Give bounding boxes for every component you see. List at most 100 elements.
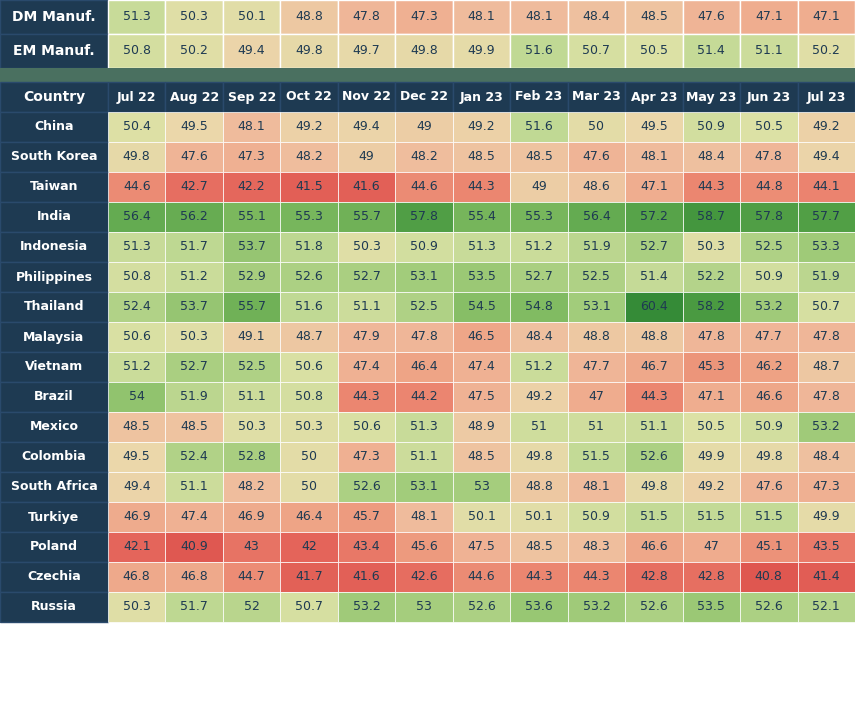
Text: 50.3: 50.3 — [180, 11, 208, 23]
Text: 49.2: 49.2 — [295, 120, 323, 134]
Text: 48.5: 48.5 — [468, 150, 495, 164]
Text: 48.1: 48.1 — [468, 11, 495, 23]
Text: 55.7: 55.7 — [352, 211, 380, 224]
Text: 57.8: 57.8 — [755, 211, 783, 224]
Bar — [510, 472, 568, 502]
Bar — [395, 442, 453, 472]
Bar — [740, 0, 798, 34]
Text: 47.1: 47.1 — [755, 11, 782, 23]
Text: 50.3: 50.3 — [352, 241, 380, 253]
Text: 53.2: 53.2 — [812, 421, 840, 434]
Text: 45.3: 45.3 — [698, 360, 725, 374]
Bar — [108, 352, 166, 382]
Bar — [568, 34, 625, 68]
Bar — [280, 142, 338, 172]
Bar — [223, 322, 280, 352]
Bar — [395, 562, 453, 592]
Bar — [798, 262, 855, 292]
Text: 52.7: 52.7 — [640, 241, 668, 253]
Text: 50.8: 50.8 — [123, 44, 150, 58]
Bar — [280, 172, 338, 202]
Bar — [166, 0, 223, 34]
Text: South Korea: South Korea — [11, 150, 97, 164]
Bar — [280, 352, 338, 382]
Bar — [510, 232, 568, 262]
Bar — [568, 322, 625, 352]
Bar — [740, 34, 798, 68]
Bar — [453, 532, 510, 562]
Bar — [740, 382, 798, 412]
Bar — [280, 412, 338, 442]
Bar — [280, 202, 338, 232]
Bar — [568, 562, 625, 592]
Bar — [453, 34, 510, 68]
Bar — [338, 322, 395, 352]
Text: Feb 23: Feb 23 — [516, 90, 563, 103]
Text: 54: 54 — [129, 390, 144, 404]
Text: 49.4: 49.4 — [353, 120, 380, 134]
Bar — [0, 562, 108, 592]
Bar — [740, 232, 798, 262]
Bar — [395, 322, 453, 352]
Bar — [510, 352, 568, 382]
Text: 53.3: 53.3 — [812, 241, 840, 253]
Text: 57.2: 57.2 — [640, 211, 668, 224]
Text: 47.4: 47.4 — [180, 511, 208, 523]
Bar — [223, 412, 280, 442]
Bar — [682, 142, 740, 172]
Bar — [395, 262, 453, 292]
Text: Philippines: Philippines — [15, 271, 92, 283]
Bar — [108, 412, 166, 442]
Text: 49.4: 49.4 — [123, 481, 150, 493]
Bar — [682, 502, 740, 532]
Text: 44.3: 44.3 — [582, 570, 610, 584]
Text: 49.8: 49.8 — [755, 451, 782, 464]
Text: 47.7: 47.7 — [755, 330, 782, 343]
Text: 52.6: 52.6 — [468, 600, 495, 614]
Text: 46.4: 46.4 — [410, 360, 438, 374]
Bar — [166, 502, 223, 532]
Bar — [798, 412, 855, 442]
Bar — [682, 562, 740, 592]
Bar — [280, 502, 338, 532]
Bar — [798, 232, 855, 262]
Text: 50: 50 — [301, 481, 317, 493]
Bar — [568, 232, 625, 262]
Text: 50: 50 — [588, 120, 604, 134]
Bar — [108, 232, 166, 262]
Bar — [338, 0, 395, 34]
Text: 51.7: 51.7 — [180, 600, 208, 614]
Bar — [166, 382, 223, 412]
Text: Thailand: Thailand — [24, 300, 85, 313]
Bar — [280, 292, 338, 322]
Text: 48.5: 48.5 — [180, 421, 208, 434]
Text: 53: 53 — [474, 481, 489, 493]
Text: 47.4: 47.4 — [468, 360, 495, 374]
Text: 49.4: 49.4 — [812, 150, 840, 164]
Text: 51.6: 51.6 — [525, 44, 553, 58]
Text: 52.7: 52.7 — [352, 271, 380, 283]
Bar — [0, 592, 108, 622]
Bar — [625, 472, 682, 502]
Bar — [453, 592, 510, 622]
Text: 50.1: 50.1 — [525, 511, 553, 523]
Text: DM Manuf.: DM Manuf. — [12, 10, 96, 24]
Bar — [395, 112, 453, 142]
Bar — [453, 0, 510, 34]
Text: 40.9: 40.9 — [180, 540, 208, 553]
Bar — [166, 322, 223, 352]
Bar — [0, 82, 108, 112]
Text: 44.7: 44.7 — [238, 570, 266, 584]
Text: 52.6: 52.6 — [353, 481, 380, 493]
Bar — [453, 232, 510, 262]
Bar — [223, 34, 280, 68]
Text: 51.4: 51.4 — [640, 271, 668, 283]
Bar — [108, 34, 166, 68]
Text: 48.5: 48.5 — [123, 421, 150, 434]
Bar — [453, 382, 510, 412]
Bar — [166, 562, 223, 592]
Bar — [740, 352, 798, 382]
Text: 46.8: 46.8 — [123, 570, 150, 584]
Text: Vietnam: Vietnam — [25, 360, 83, 374]
Bar — [395, 532, 453, 562]
